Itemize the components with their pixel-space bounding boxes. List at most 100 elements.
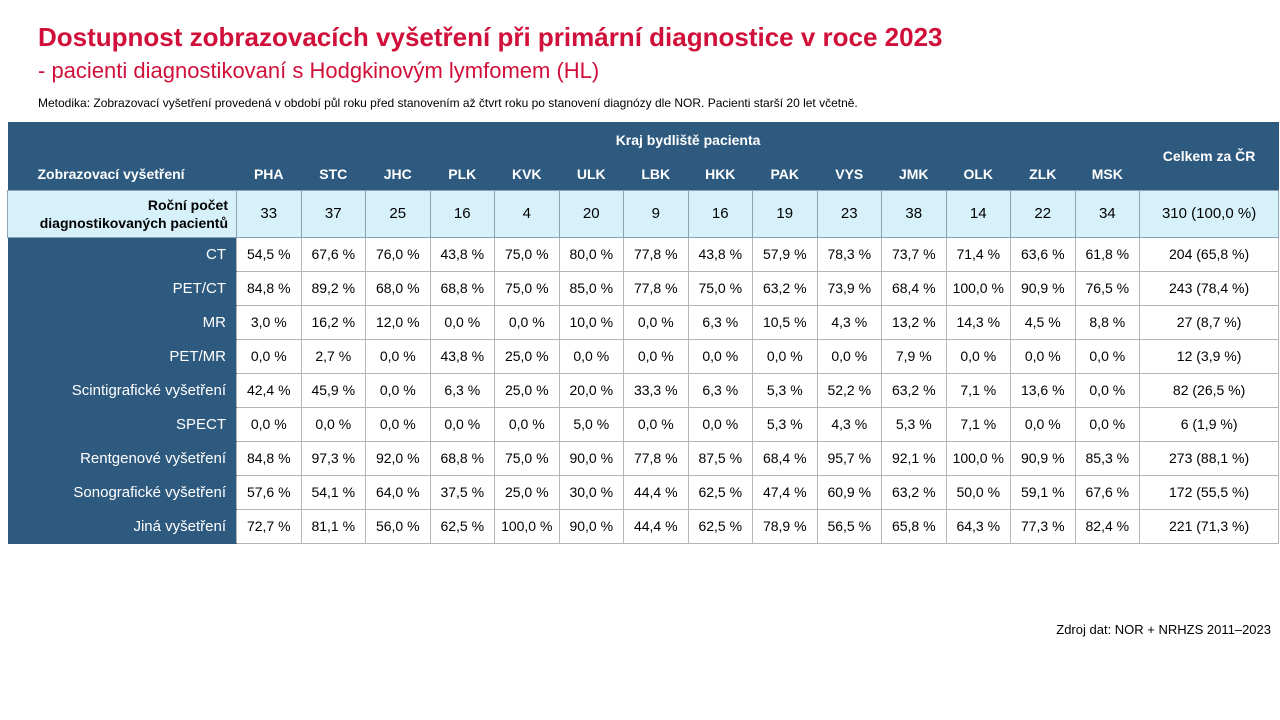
cell: 5,3 % xyxy=(752,406,818,442)
cell: 63,6 % xyxy=(1010,236,1076,272)
cell: 76,0 % xyxy=(365,236,431,272)
cell: 68,0 % xyxy=(365,270,431,306)
total-cell: 27 (8,7 %) xyxy=(1139,304,1280,340)
row-label: SPECT xyxy=(7,407,237,442)
cell: 0,0 % xyxy=(300,406,366,442)
row-label: CT xyxy=(7,237,237,272)
cell: 0,0 % xyxy=(494,304,560,340)
cell: 75,0 % xyxy=(494,270,560,306)
cell: 25,0 % xyxy=(494,474,560,510)
count-cell: 38 xyxy=(881,189,947,238)
cell: 0,0 % xyxy=(494,406,560,442)
total-cell: 204 (65,8 %) xyxy=(1139,236,1280,272)
region-header: JMK xyxy=(881,158,946,190)
cell: 80,0 % xyxy=(558,236,624,272)
cell: 63,2 % xyxy=(881,474,947,510)
count-cell: 23 xyxy=(816,189,882,238)
cell: 0,0 % xyxy=(816,338,882,374)
cell: 59,1 % xyxy=(1010,474,1076,510)
cell: 43,8 % xyxy=(429,236,495,272)
region-header: HKK xyxy=(688,158,753,190)
cell: 63,2 % xyxy=(881,372,947,408)
data-table: Zobrazovací vyšetření Kraj bydliště paci… xyxy=(7,122,1280,544)
cell: 78,3 % xyxy=(816,236,882,272)
row-label: Sonografické vyšetření xyxy=(7,475,237,510)
cell: 13,2 % xyxy=(881,304,947,340)
region-header: ZLK xyxy=(1010,158,1075,190)
cell: 0,0 % xyxy=(1074,338,1141,374)
total-cell: 273 (88,1 %) xyxy=(1139,440,1280,476)
cell: 75,0 % xyxy=(687,270,753,306)
cell: 85,3 % xyxy=(1074,440,1141,476)
cell: 0,0 % xyxy=(365,372,431,408)
cell: 90,0 % xyxy=(558,440,624,476)
count-cell: 9 xyxy=(623,189,689,238)
total-cell: 6 (1,9 %) xyxy=(1139,406,1280,442)
cell: 57,6 % xyxy=(236,474,302,510)
cell: 62,5 % xyxy=(429,508,495,544)
cell: 81,1 % xyxy=(300,508,366,544)
title: Dostupnost zobrazovacích vyšetření při p… xyxy=(38,22,943,52)
cell: 4,5 % xyxy=(1010,304,1076,340)
row-label: Rentgenové vyšetření xyxy=(7,441,237,476)
cell: 71,4 % xyxy=(945,236,1011,272)
data-row: PET/MR 0,0 % 2,7 % 0,0 % 43,8 % 25,0 % 0,0 % 0,… xyxy=(7,338,1280,374)
cell: 64,0 % xyxy=(365,474,431,510)
cell: 43,8 % xyxy=(429,338,495,374)
count-cell: 19 xyxy=(752,189,818,238)
cell: 37,5 % xyxy=(429,474,495,510)
count-label: Roční počet diagnostikovaných pacientů xyxy=(7,189,237,238)
cell: 64,3 % xyxy=(945,508,1011,544)
region-header: KVK xyxy=(494,158,559,190)
cell: 87,5 % xyxy=(687,440,753,476)
cell: 52,2 % xyxy=(816,372,882,408)
cell: 0,0 % xyxy=(365,406,431,442)
data-row: PET/CT 84,8 % 89,2 % 68,0 % 68,8 % 75,0 % 85,0… xyxy=(7,270,1280,306)
cell: 77,8 % xyxy=(623,236,689,272)
cell: 30,0 % xyxy=(558,474,624,510)
cell: 4,3 % xyxy=(816,304,882,340)
row-label: Scintigrafické vyšetření xyxy=(7,373,237,408)
cell: 76,5 % xyxy=(1074,270,1141,306)
cell: 0,0 % xyxy=(1074,372,1141,408)
cell: 0,0 % xyxy=(623,304,689,340)
cell: 0,0 % xyxy=(429,304,495,340)
table-head: Zobrazovací vyšetření Kraj bydliště paci… xyxy=(7,122,1279,190)
cell: 67,6 % xyxy=(300,236,366,272)
total-cell: 221 (71,3 %) xyxy=(1139,508,1280,544)
cell: 75,0 % xyxy=(494,440,560,476)
cell: 54,5 % xyxy=(236,236,302,272)
count-cell: 20 xyxy=(558,189,624,238)
cell: 16,2 % xyxy=(300,304,366,340)
region-header: PAK xyxy=(752,158,817,190)
cell: 100,0 % xyxy=(945,270,1011,306)
count-label-line: Roční počet xyxy=(147,196,228,213)
cell: 2,7 % xyxy=(300,338,366,374)
cell: 0,0 % xyxy=(236,406,302,442)
region-header: STC xyxy=(301,158,366,190)
cell: 43,8 % xyxy=(687,236,753,272)
cell: 8,8 % xyxy=(1074,304,1141,340)
cell: 50,0 % xyxy=(945,474,1011,510)
header-row: Zobrazovací vyšetření Kraj bydliště paci… xyxy=(7,122,1279,190)
cell: 13,6 % xyxy=(1010,372,1076,408)
count-cell: 16 xyxy=(687,189,753,238)
cell: 47,4 % xyxy=(752,474,818,510)
data-row: MR 3,0 % 16,2 % 12,0 % 0,0 % 0,0 % 10,0 % 0,0 %… xyxy=(7,304,1280,340)
cell: 56,5 % xyxy=(816,508,882,544)
cell: 77,3 % xyxy=(1010,508,1076,544)
data-row: CT 54,5 % 67,6 % 76,0 % 43,8 % 75,0 % 80,0 % 77… xyxy=(7,236,1280,272)
cell: 78,9 % xyxy=(752,508,818,544)
cell: 7,1 % xyxy=(945,372,1011,408)
total-header: Celkem za ČR xyxy=(1139,122,1279,190)
total-cell: 172 (55,5 %) xyxy=(1139,474,1280,510)
cell: 90,9 % xyxy=(1010,440,1076,476)
cell: 0,0 % xyxy=(945,338,1011,374)
cell: 44,4 % xyxy=(623,474,689,510)
cell: 90,9 % xyxy=(1010,270,1076,306)
total-cell: 243 (78,4 %) xyxy=(1139,270,1280,306)
cell: 6,3 % xyxy=(687,372,753,408)
region-header: PHA xyxy=(236,158,301,190)
